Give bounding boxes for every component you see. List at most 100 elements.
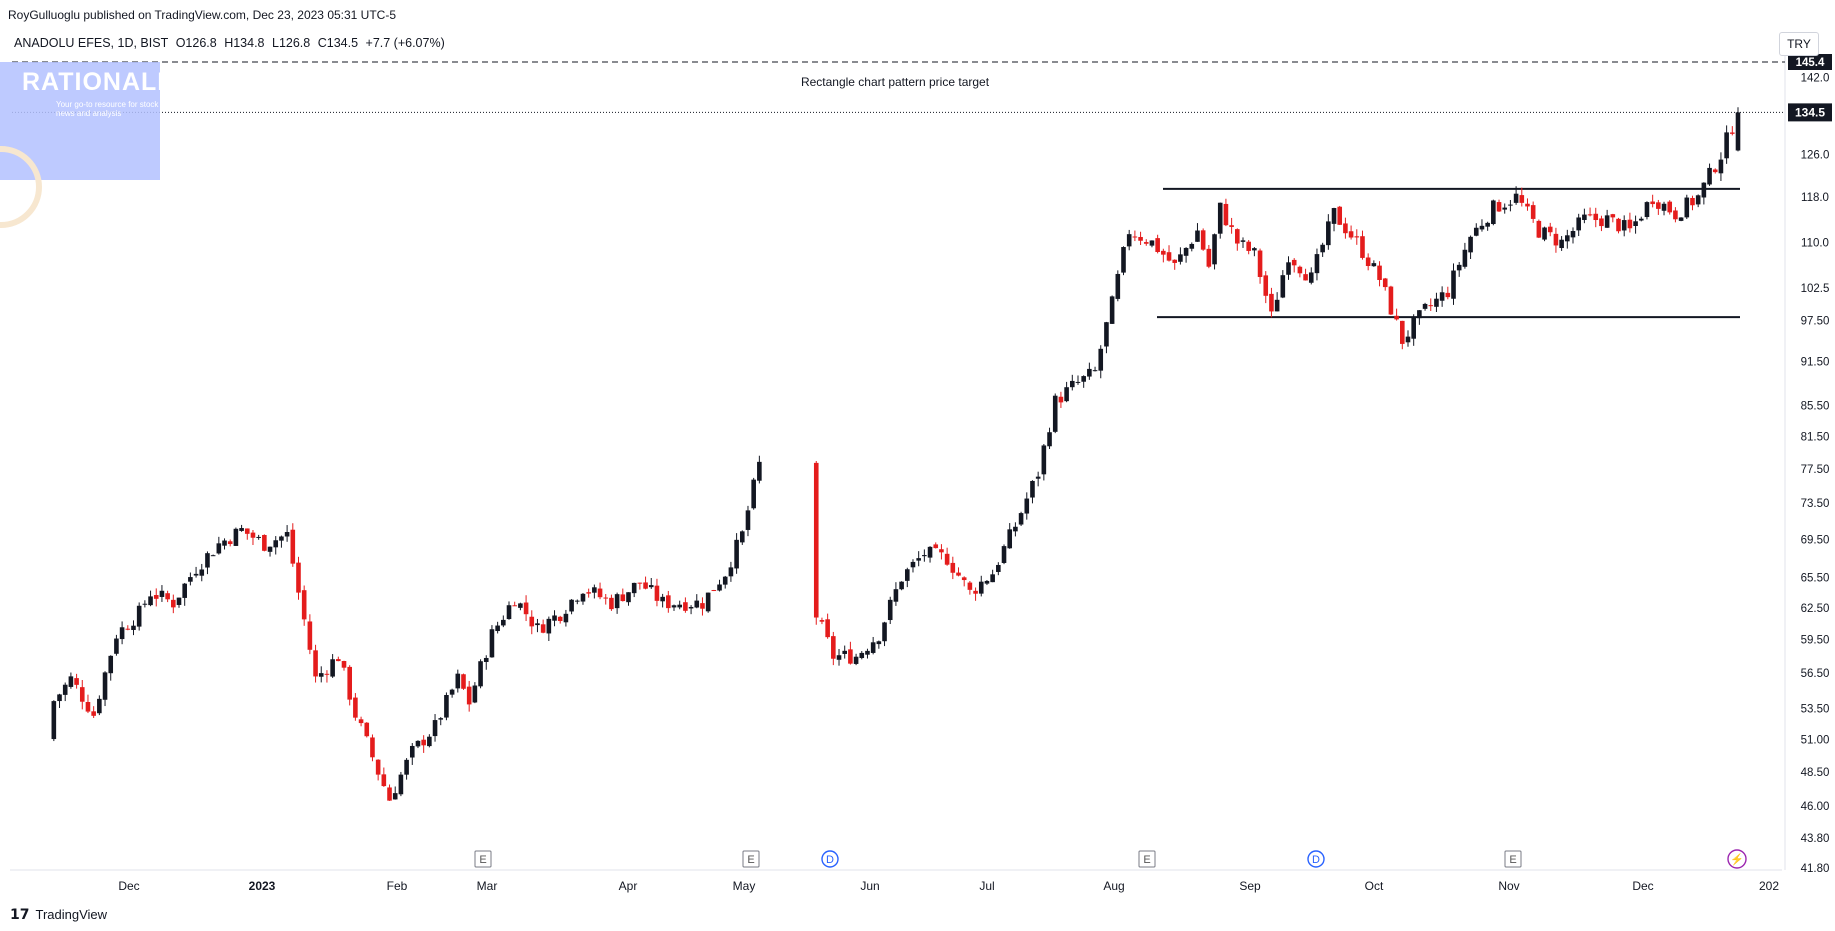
candle-body[interactable]	[1411, 317, 1416, 339]
candle-body[interactable]	[1439, 292, 1445, 301]
candle-body[interactable]	[683, 602, 688, 611]
candle-body[interactable]	[114, 638, 119, 654]
candle-body[interactable]	[944, 553, 950, 565]
candle-body[interactable]	[97, 698, 102, 714]
candle-body[interactable]	[171, 599, 176, 608]
candle-body[interactable]	[341, 661, 347, 668]
candle-body[interactable]	[717, 584, 722, 591]
earnings-event-icon[interactable]	[474, 850, 492, 868]
candle-body[interactable]	[1570, 230, 1576, 238]
candle-body[interactable]	[745, 510, 751, 530]
candle-body[interactable]	[301, 590, 307, 620]
candle-body[interactable]	[1013, 526, 1018, 532]
candle-body[interactable]	[233, 528, 239, 546]
candle-body[interactable]	[1087, 368, 1092, 377]
candle-body[interactable]	[1047, 432, 1052, 447]
candle-body[interactable]	[677, 604, 683, 608]
candle-body[interactable]	[842, 650, 848, 654]
candle-body[interactable]	[148, 596, 153, 606]
candle-body[interactable]	[967, 582, 973, 590]
candle-body[interactable]	[1394, 315, 1399, 320]
candle-body[interactable]	[1143, 242, 1149, 244]
candle-body[interactable]	[1724, 132, 1729, 159]
candle-body[interactable]	[1735, 112, 1741, 151]
candle-body[interactable]	[432, 720, 438, 737]
candle-body[interactable]	[1269, 293, 1274, 312]
candle-body[interactable]	[244, 528, 250, 534]
candle-body[interactable]	[472, 685, 478, 703]
candle-body[interactable]	[483, 657, 489, 662]
candle-body[interactable]	[523, 602, 529, 615]
candle-body[interactable]	[392, 793, 398, 800]
candle-body[interactable]	[506, 605, 512, 620]
candle-body[interactable]	[1371, 263, 1377, 267]
candle-body[interactable]	[501, 619, 506, 626]
candle-body[interactable]	[227, 541, 233, 545]
candle-body[interactable]	[1166, 252, 1172, 261]
candle-body[interactable]	[1582, 214, 1587, 220]
candle-body[interactable]	[1536, 220, 1542, 238]
earnings-event-icon[interactable]	[742, 850, 760, 868]
candle-body[interactable]	[592, 587, 597, 593]
candle-body[interactable]	[125, 628, 131, 630]
candle-body[interactable]	[364, 722, 370, 737]
candle-body[interactable]	[1621, 220, 1627, 231]
candle-body[interactable]	[956, 572, 961, 576]
candle-body[interactable]	[427, 736, 432, 747]
candle-body[interactable]	[1434, 298, 1439, 307]
candle-body[interactable]	[984, 580, 990, 584]
candle-body[interactable]	[119, 627, 125, 640]
candle-body[interactable]	[1422, 303, 1428, 309]
candle-body[interactable]	[444, 695, 449, 718]
candle-body[interactable]	[1684, 197, 1690, 218]
candle-body[interactable]	[262, 534, 267, 551]
candle-body[interactable]	[996, 564, 1001, 572]
candle-body[interactable]	[387, 787, 392, 801]
candle-body[interactable]	[1132, 236, 1138, 238]
candle-body[interactable]	[353, 697, 358, 718]
candle-body[interactable]	[336, 659, 341, 662]
candle-body[interactable]	[375, 759, 381, 775]
candle-body[interactable]	[409, 745, 415, 758]
candle-body[interactable]	[381, 774, 387, 787]
candle-body[interactable]	[256, 536, 261, 538]
candle-body[interactable]	[1627, 219, 1633, 229]
candle-body[interactable]	[1610, 214, 1616, 218]
candle-body[interactable]	[1616, 218, 1621, 232]
candle-body[interactable]	[1297, 266, 1303, 274]
candle-body[interactable]	[1149, 240, 1155, 246]
candle-body[interactable]	[1695, 195, 1701, 205]
candle-body[interactable]	[1195, 230, 1200, 242]
candle-body[interactable]	[1576, 217, 1581, 231]
candle-body[interactable]	[711, 590, 717, 592]
candle-body[interactable]	[1331, 208, 1337, 224]
candle-body[interactable]	[1354, 236, 1360, 238]
candle-body[interactable]	[904, 569, 910, 581]
candle-body[interactable]	[973, 590, 978, 594]
candle-body[interactable]	[1542, 227, 1547, 240]
candle-body[interactable]	[1388, 286, 1394, 315]
candle-body[interactable]	[893, 589, 899, 602]
candle-body[interactable]	[1223, 203, 1229, 226]
candle-body[interactable]	[563, 613, 569, 623]
candle-body[interactable]	[102, 672, 108, 700]
candle-body[interactable]	[1092, 370, 1098, 372]
candle-body[interactable]	[136, 605, 142, 627]
candle-body[interactable]	[1235, 229, 1240, 244]
candle-body[interactable]	[1206, 248, 1212, 267]
candle-body[interactable]	[922, 555, 927, 557]
candle-body[interactable]	[1525, 203, 1530, 207]
candle-body[interactable]	[1701, 182, 1707, 198]
candle-body[interactable]	[671, 605, 677, 608]
candle-body[interactable]	[1286, 262, 1291, 275]
candle-body[interactable]	[205, 553, 210, 568]
candle-body[interactable]	[654, 585, 660, 601]
candle-body[interactable]	[250, 532, 256, 538]
candle-body[interactable]	[825, 619, 830, 638]
candle-body[interactable]	[358, 719, 364, 724]
candle-body[interactable]	[1126, 234, 1132, 247]
candle-body[interactable]	[1400, 320, 1405, 344]
candle-body[interactable]	[1291, 259, 1297, 266]
candle-body[interactable]	[1712, 169, 1718, 173]
candle-body[interactable]	[1530, 205, 1536, 219]
